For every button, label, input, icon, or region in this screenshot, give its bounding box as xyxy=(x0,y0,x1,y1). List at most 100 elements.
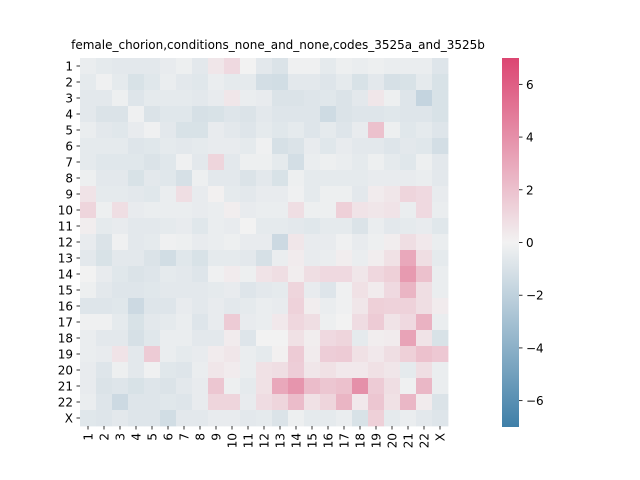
heatmap-cell xyxy=(304,74,321,91)
heatmap-cell xyxy=(400,234,417,251)
heatmap-cell xyxy=(272,202,289,219)
heatmap-cell xyxy=(240,330,257,347)
heatmap-cell xyxy=(80,362,97,379)
col-label: 13 xyxy=(274,433,288,448)
heatmap-cell xyxy=(288,330,305,347)
heatmap-cell xyxy=(176,90,193,107)
heatmap-cell xyxy=(112,362,129,379)
heatmap-cell xyxy=(128,90,145,107)
heatmap-cell xyxy=(368,362,385,379)
heatmap-cell xyxy=(160,314,177,331)
heatmap-cell xyxy=(224,362,241,379)
heatmap-cell xyxy=(256,314,273,331)
heatmap-cell xyxy=(144,298,161,315)
heatmap-cell xyxy=(208,186,225,203)
heatmap-cell xyxy=(128,298,145,315)
heatmap-cell xyxy=(416,74,433,91)
heatmap-cell xyxy=(336,122,353,139)
heatmap-cell xyxy=(112,74,129,91)
heatmap-cell xyxy=(192,202,209,219)
heatmap-cell xyxy=(256,218,273,235)
heatmap-cell xyxy=(400,58,417,75)
heatmap-cell xyxy=(160,186,177,203)
heatmap-cell xyxy=(176,74,193,91)
heatmap-cell xyxy=(400,122,417,139)
heatmap-cell xyxy=(240,74,257,91)
heatmap-cell xyxy=(80,266,97,283)
heatmap-cell xyxy=(272,90,289,107)
heatmap-cell xyxy=(144,282,161,299)
heatmap-cell xyxy=(176,186,193,203)
heatmap-cell xyxy=(272,298,289,315)
heatmap-cell xyxy=(160,378,177,395)
heatmap-cell xyxy=(240,186,257,203)
heatmap-cell xyxy=(144,266,161,283)
heatmap-cell xyxy=(96,250,113,267)
heatmap-cell xyxy=(400,282,417,299)
heatmap-cell xyxy=(368,186,385,203)
heatmap-cell xyxy=(320,186,337,203)
heatmap-cell xyxy=(384,330,401,347)
heatmap-cell xyxy=(352,234,369,251)
heatmap-cell xyxy=(416,90,433,107)
heatmap-cell xyxy=(304,186,321,203)
heatmap-cell xyxy=(304,218,321,235)
row-label: 20 xyxy=(58,364,73,378)
heatmap-cell xyxy=(368,202,385,219)
heatmap-cell xyxy=(288,346,305,363)
heatmap-cell xyxy=(352,122,369,139)
heatmap-cell xyxy=(336,138,353,155)
heatmap-cell xyxy=(352,202,369,219)
heatmap-cell xyxy=(144,154,161,171)
heatmap-cell xyxy=(192,234,209,251)
heatmap-cell xyxy=(272,410,289,427)
heatmap-cell xyxy=(176,250,193,267)
heatmap-cell xyxy=(400,266,417,283)
heatmap-cell xyxy=(224,250,241,267)
heatmap-cell xyxy=(352,250,369,267)
heatmap-cell xyxy=(112,122,129,139)
heatmap-cell xyxy=(176,346,193,363)
heatmap-cell xyxy=(256,250,273,267)
heatmap-cell xyxy=(240,218,257,235)
heatmap-cell xyxy=(208,170,225,187)
colorbar-ticks: −6 −4 −2 0 2 4 6 xyxy=(519,78,544,408)
heatmap-cell xyxy=(192,266,209,283)
heatmap-cell xyxy=(256,138,273,155)
heatmap-cell xyxy=(128,186,145,203)
heatmap-cell xyxy=(272,378,289,395)
heatmap-cell xyxy=(384,298,401,315)
heatmap-cell xyxy=(256,234,273,251)
col-label: 17 xyxy=(338,433,352,448)
heatmap-cell xyxy=(176,154,193,171)
heatmap-cell xyxy=(416,218,433,235)
heatmap-cell xyxy=(256,378,273,395)
heatmap-cell xyxy=(96,378,113,395)
col-label: 11 xyxy=(242,433,256,448)
heatmap-cell xyxy=(400,186,417,203)
heatmap-cell xyxy=(304,170,321,187)
heatmap-cell xyxy=(128,154,145,171)
heatmap-cell xyxy=(80,106,97,123)
heatmap-cell xyxy=(304,330,321,347)
col-label: 19 xyxy=(370,433,384,448)
heatmap-cell xyxy=(416,378,433,395)
heatmap-cell xyxy=(304,250,321,267)
heatmap-cell xyxy=(128,58,145,75)
row-label: 22 xyxy=(58,396,73,410)
col-label: 6 xyxy=(162,433,176,441)
heatmap-cell xyxy=(416,410,433,427)
heatmap-cells xyxy=(80,58,449,427)
heatmap-cell xyxy=(144,58,161,75)
heatmap-cell xyxy=(208,330,225,347)
colorbar-tick-label: 6 xyxy=(526,78,534,92)
heatmap-cell xyxy=(432,250,449,267)
heatmap-cell xyxy=(144,378,161,395)
heatmap-cell xyxy=(208,298,225,315)
heatmap-cell xyxy=(432,218,449,235)
heatmap-cell xyxy=(368,138,385,155)
heatmap-cell xyxy=(112,330,129,347)
heatmap-cell xyxy=(192,58,209,75)
heatmap-cell xyxy=(304,138,321,155)
heatmap-cell xyxy=(144,106,161,123)
